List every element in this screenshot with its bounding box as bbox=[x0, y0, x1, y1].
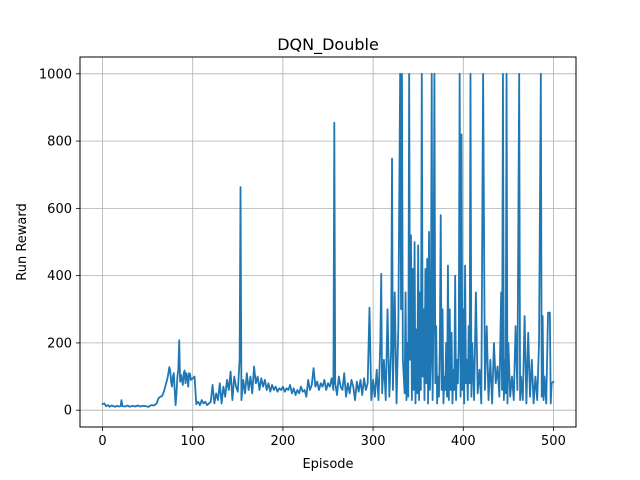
x-tick-label-0: 0 bbox=[98, 434, 106, 449]
series-line-0 bbox=[101, 72, 555, 408]
axis-ticks: 0 100 200 300 400 500 0 200 400 600 800 1000 bbox=[39, 67, 566, 449]
y-tick-label-200: 200 bbox=[47, 336, 72, 351]
series-layer bbox=[101, 72, 555, 408]
x-tick-label-400: 400 bbox=[451, 434, 476, 449]
y-axis-label: Run Reward bbox=[15, 203, 30, 280]
x-tick-label-500: 500 bbox=[541, 434, 566, 449]
x-tick-label-100: 100 bbox=[180, 434, 205, 449]
y-tick-label-600: 600 bbox=[47, 202, 72, 217]
x-tick-label-300: 300 bbox=[361, 434, 386, 449]
x-tick-label-200: 200 bbox=[270, 434, 295, 449]
plot-border bbox=[79, 56, 577, 428]
y-tick-label-1000: 1000 bbox=[39, 67, 72, 82]
chart-title: DQN_Double bbox=[277, 35, 379, 55]
x-axis-label: Episode bbox=[302, 457, 353, 472]
grid-lines bbox=[80, 57, 576, 427]
y-tick-label-0: 0 bbox=[64, 404, 72, 419]
y-tick-label-400: 400 bbox=[47, 269, 72, 284]
y-tick-label-800: 800 bbox=[47, 135, 72, 150]
